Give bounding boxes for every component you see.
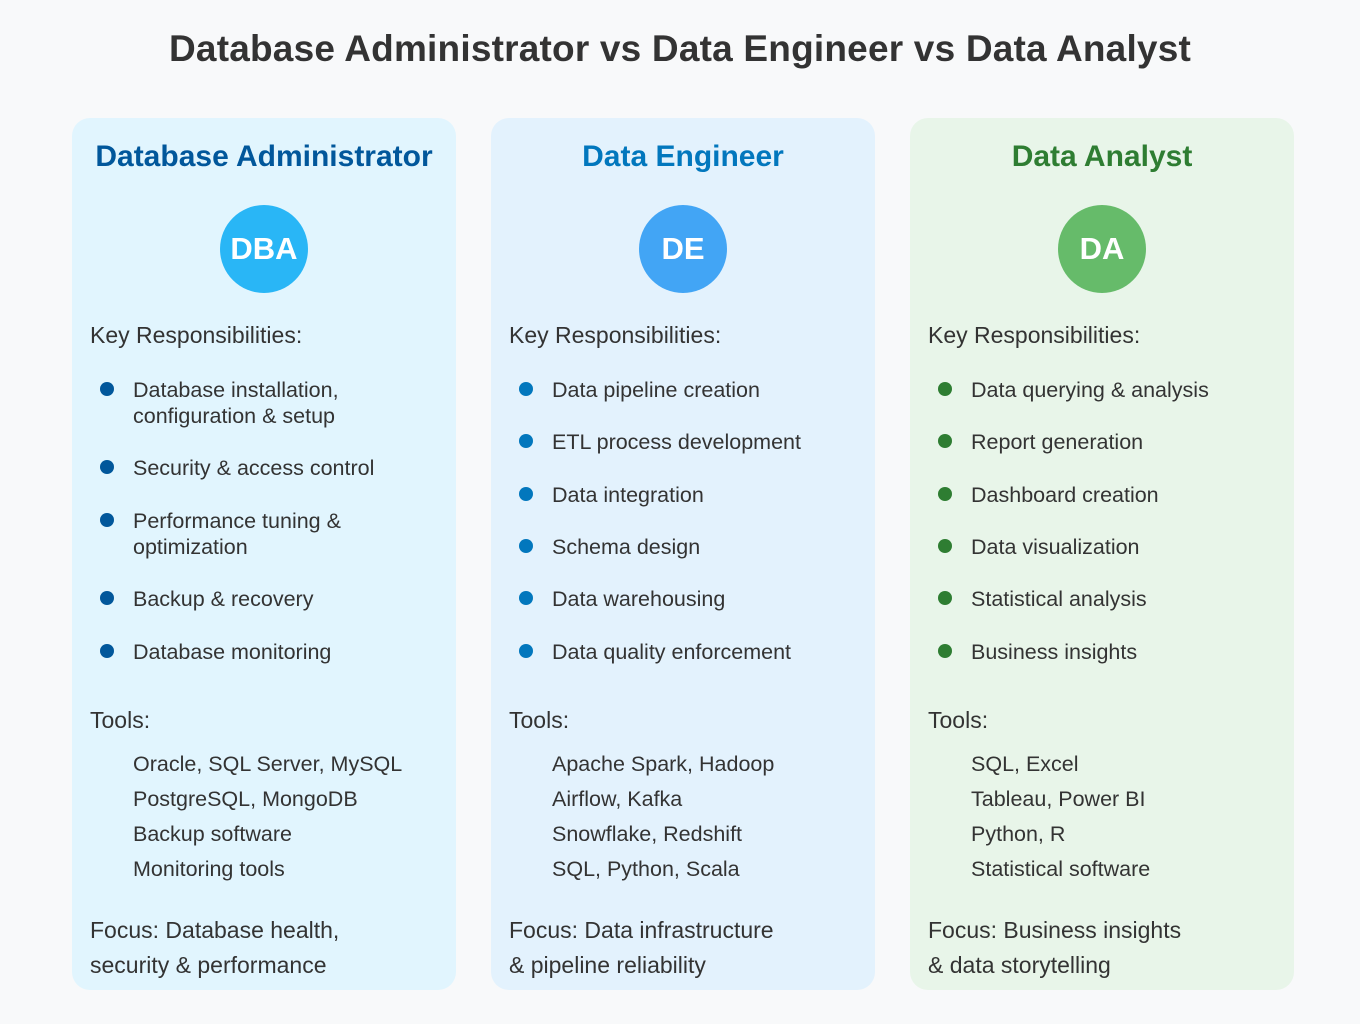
dba-tool-item: Monitoring tools [133, 857, 285, 881]
de-bullet-icon [519, 644, 533, 658]
de-bullet-icon [519, 591, 533, 605]
da-bullet-icon [938, 434, 952, 448]
de-bullet-icon [519, 487, 533, 501]
dba-bullet-icon [100, 382, 114, 396]
de-responsibility-item: Data quality enforcement [552, 640, 792, 664]
de-tool-item: Snowflake, Redshift [552, 822, 743, 846]
da-responsibility-item: Business insights [971, 640, 1138, 664]
de-responsibilities-label: Key Responsibilities: [509, 322, 722, 348]
da-tools-label: Tools: [928, 707, 989, 733]
da-tool-item: Python, R [971, 822, 1066, 846]
da-bullet-icon [938, 591, 952, 605]
de-tool-item: Airflow, Kafka [552, 787, 683, 811]
de-responsibility-item: ETL process development [552, 430, 801, 454]
da-responsibility-item: Statistical analysis [971, 587, 1147, 611]
de-focus-text: & pipeline reliability [509, 952, 706, 978]
dba-tool-item: PostgreSQL, MongoDB [133, 787, 358, 811]
da-responsibility-item: Data querying & analysis [971, 378, 1209, 402]
de-responsibility-item: Schema design [552, 535, 701, 559]
dba-bullet-icon [100, 513, 114, 527]
da-responsibilities-label: Key Responsibilities: [928, 322, 1141, 348]
page-title: Database Administrator vs Data Engineer … [169, 28, 1191, 69]
dba-responsibilities-label: Key Responsibilities: [90, 322, 303, 348]
da-bullet-icon [938, 644, 952, 658]
dba-focus-text: Focus: Database health, [90, 917, 340, 943]
da-bullet-icon [938, 382, 952, 396]
da-responsibility-item: Dashboard creation [971, 483, 1159, 507]
de-focus-text: Focus: Data infrastructure [509, 917, 774, 943]
dba-tool-item: Backup software [133, 822, 292, 846]
dba-focus-text: security & performance [90, 952, 327, 978]
dba-tool-item: Oracle, SQL Server, MySQL [133, 752, 403, 776]
da-badge-icon: DA [1058, 205, 1146, 293]
de-bullet-icon [519, 382, 533, 396]
de-tools-label: Tools: [509, 707, 570, 733]
de-responsibility-item: Data pipeline creation [552, 378, 760, 402]
dba-responsibility-item: Database monitoring [133, 640, 332, 664]
da-responsibility-item: Data visualization [971, 535, 1140, 559]
dba-bullet-icon [100, 644, 114, 658]
dba-responsibility-item: Backup & recovery [133, 587, 314, 611]
da-focus-text: Focus: Business insights [928, 917, 1182, 943]
da-focus-text: & data storytelling [928, 952, 1111, 978]
da-tool-item: Statistical software [971, 857, 1151, 881]
da-bullet-icon [938, 539, 952, 553]
dba-responsibility-item: Database installation, configuration & s… [133, 378, 339, 428]
de-tool-item: Apache Spark, Hadoop [552, 752, 775, 776]
dba-responsibility-item: Security & access control [133, 456, 375, 480]
de-responsibility-item: Data warehousing [552, 587, 726, 611]
dba-responsibility-item: Performance tuning & optimization [133, 509, 341, 559]
de-tool-item: SQL, Python, Scala [552, 857, 740, 881]
card-title-data-engineer: Data Engineer [582, 140, 784, 173]
dba-bullet-icon [100, 460, 114, 474]
dba-bullet-icon [100, 591, 114, 605]
de-bullet-icon [519, 434, 533, 448]
card-title-data-analyst: Data Analyst [1011, 140, 1193, 173]
dba-badge-icon: DBA [220, 205, 308, 293]
card-title-database-administrator: Database Administrator [95, 140, 433, 173]
da-tool-item: SQL, Excel [971, 752, 1079, 776]
de-responsibility-item: Data integration [552, 483, 704, 507]
de-badge-icon: DE [639, 205, 727, 293]
da-responsibility-item: Report generation [971, 430, 1144, 454]
da-tool-item: Tableau, Power BI [971, 787, 1146, 811]
dba-tools-label: Tools: [90, 707, 151, 733]
de-bullet-icon [519, 539, 533, 553]
da-bullet-icon [938, 487, 952, 501]
